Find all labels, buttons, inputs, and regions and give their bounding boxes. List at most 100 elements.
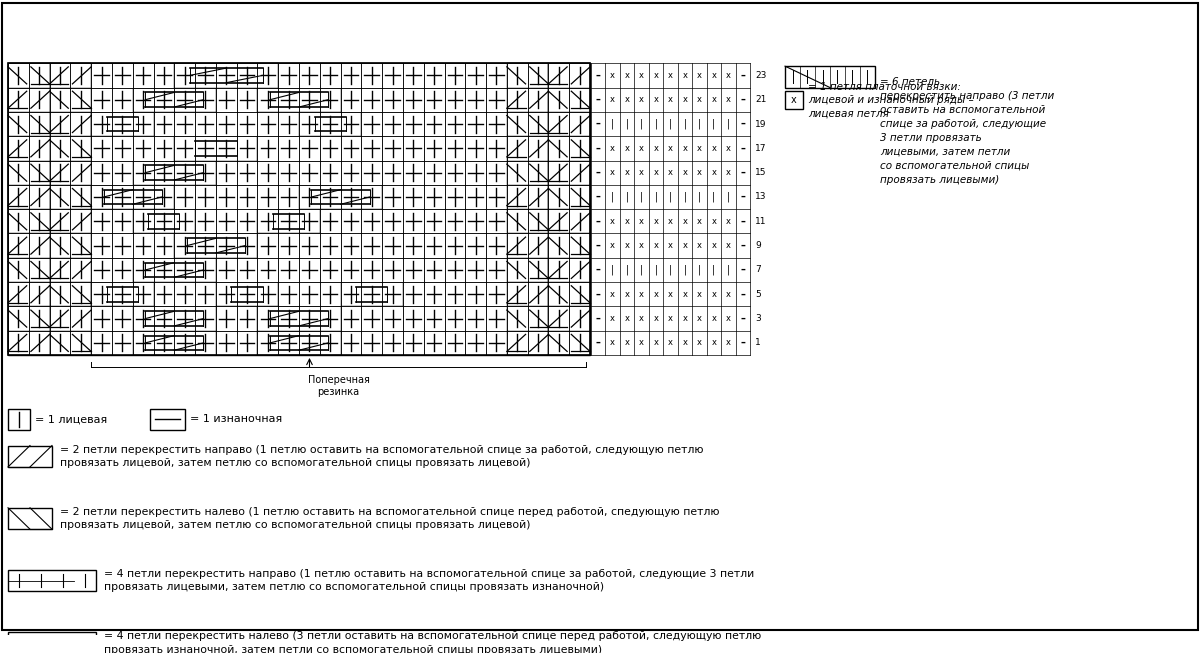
Text: |: | bbox=[727, 119, 730, 129]
Text: 7: 7 bbox=[755, 266, 761, 274]
Text: x: x bbox=[640, 290, 644, 299]
Bar bbox=[8, 112, 49, 136]
Bar bbox=[49, 63, 91, 88]
Bar bbox=[506, 331, 548, 355]
Bar bbox=[174, 63, 278, 88]
Bar bbox=[133, 161, 216, 185]
Text: –: – bbox=[740, 71, 745, 80]
Bar bbox=[548, 161, 590, 185]
Text: x: x bbox=[791, 95, 797, 105]
Bar bbox=[91, 282, 154, 306]
Bar bbox=[133, 258, 216, 282]
Bar bbox=[341, 282, 403, 306]
Bar bbox=[258, 306, 341, 331]
Text: –: – bbox=[740, 241, 745, 251]
Text: |: | bbox=[683, 264, 686, 275]
Text: x: x bbox=[625, 95, 630, 104]
Text: x: x bbox=[712, 338, 716, 347]
Text: x: x bbox=[726, 314, 731, 323]
Bar bbox=[548, 234, 590, 258]
Text: 9: 9 bbox=[755, 241, 761, 250]
Text: x: x bbox=[697, 290, 702, 299]
Bar bbox=[49, 112, 91, 136]
Bar bbox=[8, 445, 52, 467]
Text: –: – bbox=[740, 95, 745, 104]
Text: x: x bbox=[712, 217, 716, 226]
Text: x: x bbox=[726, 144, 731, 153]
Bar bbox=[8, 112, 590, 136]
Text: = 4 петли перекрестить налево (3 петли оставить на вспомогательной спице перед р: = 4 петли перекрестить налево (3 петли о… bbox=[104, 631, 761, 653]
Text: x: x bbox=[712, 71, 716, 80]
Bar bbox=[49, 161, 91, 185]
Text: x: x bbox=[697, 95, 702, 104]
Text: x: x bbox=[683, 290, 688, 299]
Bar bbox=[49, 136, 91, 161]
Text: –: – bbox=[740, 119, 745, 129]
Bar bbox=[8, 331, 49, 355]
Bar bbox=[133, 161, 216, 185]
Text: x: x bbox=[726, 217, 731, 226]
Text: |: | bbox=[697, 264, 701, 275]
Text: |: | bbox=[611, 264, 614, 275]
Bar bbox=[8, 570, 96, 592]
Bar bbox=[258, 209, 319, 234]
Text: = 2 петли перекрестить налево (1 петлю оставить на вспомогательной спице перед р: = 2 петли перекрестить налево (1 петлю о… bbox=[60, 507, 720, 530]
Bar bbox=[548, 282, 590, 306]
Text: x: x bbox=[654, 144, 659, 153]
Text: –: – bbox=[595, 216, 601, 227]
Bar bbox=[548, 185, 590, 209]
Text: |: | bbox=[713, 192, 715, 202]
Bar bbox=[299, 185, 382, 209]
Bar bbox=[506, 234, 548, 258]
Text: x: x bbox=[726, 71, 731, 80]
Bar bbox=[150, 409, 185, 430]
Bar bbox=[548, 136, 590, 161]
Text: x: x bbox=[712, 168, 716, 177]
Text: |: | bbox=[713, 264, 715, 275]
Bar bbox=[91, 282, 154, 306]
Text: –: – bbox=[595, 192, 601, 202]
Bar bbox=[91, 185, 174, 209]
Text: x: x bbox=[610, 168, 616, 177]
Text: x: x bbox=[697, 241, 702, 250]
Bar bbox=[174, 136, 258, 161]
Text: x: x bbox=[668, 338, 673, 347]
Text: 21: 21 bbox=[755, 95, 767, 104]
Bar bbox=[133, 331, 216, 355]
Text: x: x bbox=[654, 241, 659, 250]
Text: = 1 петля платочной вязки:
лицевой и изнаночный ряды –
лицевая петля: = 1 петля платочной вязки: лицевой и изн… bbox=[808, 82, 973, 118]
Text: x: x bbox=[697, 71, 702, 80]
Bar bbox=[785, 66, 875, 88]
Bar bbox=[785, 91, 803, 109]
Text: –: – bbox=[740, 216, 745, 227]
Text: x: x bbox=[610, 314, 616, 323]
Bar bbox=[133, 331, 216, 355]
Text: x: x bbox=[610, 71, 616, 80]
Text: x: x bbox=[683, 168, 688, 177]
Text: x: x bbox=[683, 217, 688, 226]
Text: = 4 петли перекрестить направо (1 петлю оставить на вспомогательной спице за раб: = 4 петли перекрестить направо (1 петлю … bbox=[104, 569, 755, 592]
Bar bbox=[8, 331, 590, 355]
Bar bbox=[8, 282, 49, 306]
Bar bbox=[8, 63, 590, 355]
Text: x: x bbox=[625, 290, 630, 299]
Bar bbox=[174, 136, 258, 161]
Text: 13: 13 bbox=[755, 193, 767, 202]
Text: 15: 15 bbox=[755, 168, 767, 177]
Bar bbox=[8, 258, 49, 282]
Text: |: | bbox=[625, 119, 629, 129]
Text: –: – bbox=[740, 338, 745, 348]
Text: x: x bbox=[640, 144, 644, 153]
Text: x: x bbox=[726, 338, 731, 347]
Bar bbox=[258, 88, 341, 112]
Bar bbox=[548, 63, 590, 88]
Bar bbox=[8, 632, 96, 653]
Bar bbox=[133, 209, 196, 234]
Bar bbox=[258, 88, 341, 112]
Text: |: | bbox=[727, 264, 730, 275]
Bar bbox=[91, 112, 154, 136]
Text: x: x bbox=[668, 314, 673, 323]
Bar bbox=[8, 63, 49, 88]
Bar bbox=[506, 306, 548, 331]
Bar bbox=[8, 88, 590, 112]
